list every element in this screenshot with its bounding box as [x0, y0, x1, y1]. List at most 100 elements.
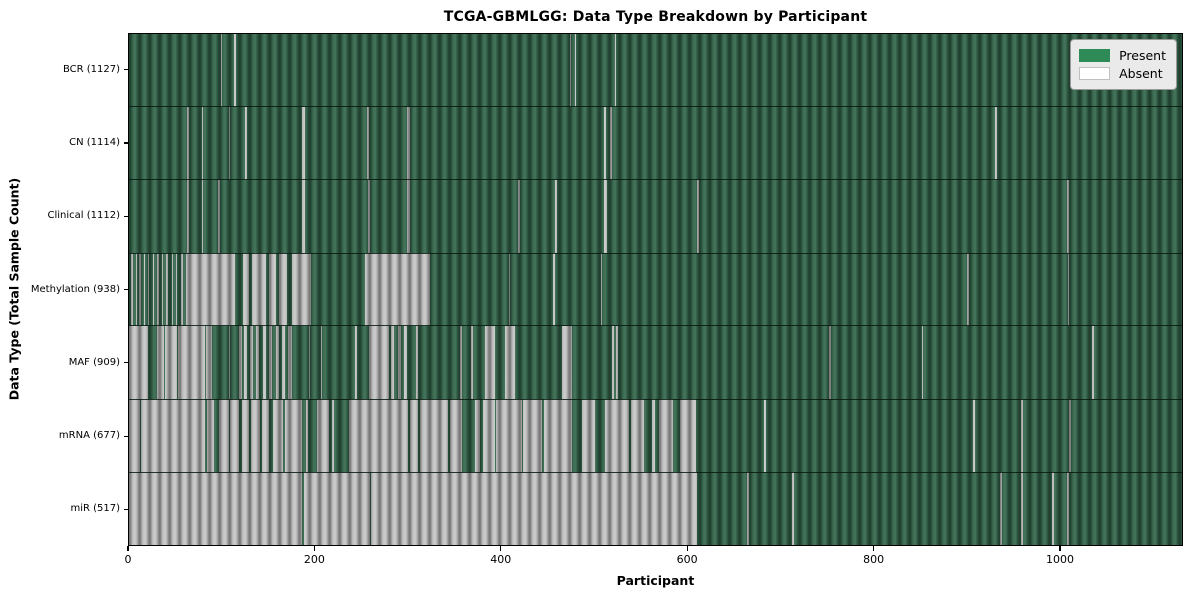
absent-segment — [1051, 472, 1054, 545]
absent-segment — [331, 399, 334, 472]
absent-segment — [206, 326, 212, 399]
absent-segment — [178, 326, 206, 399]
y-tick-label-CN: CN (1114) — [69, 136, 120, 148]
y-tick-label-MAF: MAF (909) — [68, 356, 120, 368]
absent-segment — [249, 326, 253, 399]
absent-segment — [697, 180, 700, 253]
x-tick-label-400: 400 — [490, 553, 512, 566]
absent-segment — [207, 399, 214, 472]
x-tick-mark — [686, 546, 688, 551]
absent-segment — [130, 253, 133, 326]
absent-segment — [829, 326, 832, 399]
absent-segment — [218, 180, 221, 253]
absent-segment — [291, 253, 312, 326]
absent-segment — [792, 472, 795, 545]
heatmap-row-mRNA — [129, 399, 1182, 472]
absent-segment — [616, 326, 619, 399]
absent-segment — [605, 399, 630, 472]
absent-segment — [273, 399, 284, 472]
absent-segment — [175, 253, 178, 326]
y-tick-mark — [124, 289, 128, 291]
absent-segment — [517, 180, 520, 253]
absent-segment — [282, 326, 286, 399]
absent-segment — [275, 326, 279, 399]
absent-segment — [483, 399, 495, 472]
absent-segment — [201, 107, 204, 180]
heatmap-row-Methylation — [129, 253, 1182, 326]
y-tick-mark — [124, 362, 128, 364]
absent-segment — [278, 253, 288, 326]
absent-segment — [308, 326, 311, 399]
heatmap-row-miR — [129, 472, 1182, 545]
absent-segment — [166, 253, 169, 326]
x-tick-label-1000: 1000 — [1045, 553, 1074, 566]
absent-segment — [171, 253, 173, 326]
y-tick-label-Methylation: Methylation (938) — [30, 283, 120, 295]
absent-segment — [368, 180, 370, 253]
absent-segment — [504, 326, 516, 399]
heatmap-row-MAF — [129, 326, 1182, 399]
absent-segment — [368, 326, 389, 399]
absent-segment — [967, 253, 969, 326]
absent-segment — [250, 399, 261, 472]
y-tick-mark — [124, 435, 128, 437]
absent-segment — [228, 326, 231, 399]
absent-segment — [165, 326, 178, 399]
absent-segment — [553, 253, 556, 326]
absent-segment — [995, 107, 997, 180]
absent-swatch-icon — [1079, 67, 1111, 80]
x-tick-mark — [1059, 546, 1061, 551]
absent-segment — [256, 326, 260, 399]
absent-segment — [460, 326, 462, 399]
absent-segment — [1021, 472, 1023, 545]
absent-segment — [268, 253, 276, 326]
absent-segment — [221, 34, 223, 107]
absent-segment — [407, 180, 410, 253]
absent-segment — [320, 326, 323, 399]
heatmap-row-BCR — [129, 34, 1182, 107]
y-tick-mark — [124, 508, 128, 511]
absent-segment — [609, 107, 612, 180]
plot-area: Present Absent — [128, 33, 1183, 546]
absent-segment — [409, 399, 419, 472]
y-tick-label-mRNA: mRNA (677) — [58, 430, 120, 442]
absent-segment — [659, 399, 674, 472]
absent-segment — [420, 399, 449, 472]
absent-segment — [201, 180, 204, 253]
absent-segment — [262, 399, 269, 472]
x-tick-mark — [500, 546, 502, 551]
absent-segment — [156, 253, 159, 326]
absent-segment — [153, 253, 155, 326]
absent-segment — [1066, 472, 1069, 545]
heatmap-rows — [129, 34, 1182, 545]
absent-segment — [561, 326, 572, 399]
absent-segment — [404, 326, 408, 399]
absent-segment — [679, 399, 697, 472]
absent-segment — [397, 326, 401, 399]
absent-segment — [1066, 180, 1069, 253]
absent-segment — [1091, 326, 1094, 399]
y-tick-mark — [124, 69, 128, 71]
legend-label-absent: Absent — [1119, 66, 1163, 81]
absent-segment — [574, 34, 576, 107]
absent-segment — [569, 34, 572, 107]
absent-segment — [139, 253, 142, 326]
absent-segment — [631, 399, 645, 472]
absent-segment — [135, 253, 137, 326]
row-separator — [129, 398, 1182, 400]
x-tick-mark — [313, 546, 315, 551]
absent-segment — [186, 180, 189, 253]
absent-segment — [508, 253, 511, 326]
absent-segment — [407, 107, 410, 180]
absent-segment — [251, 253, 266, 326]
absent-segment — [186, 107, 189, 180]
absent-segment — [288, 326, 292, 399]
y-tick-label-BCR: BCR (1127) — [62, 63, 120, 75]
absent-segment — [129, 326, 148, 399]
absent-segment — [303, 472, 370, 545]
absent-segment — [302, 180, 305, 253]
absent-segment — [746, 472, 749, 545]
absent-segment — [600, 253, 603, 326]
x-tick-mark — [872, 546, 875, 551]
absent-segment — [238, 326, 242, 399]
